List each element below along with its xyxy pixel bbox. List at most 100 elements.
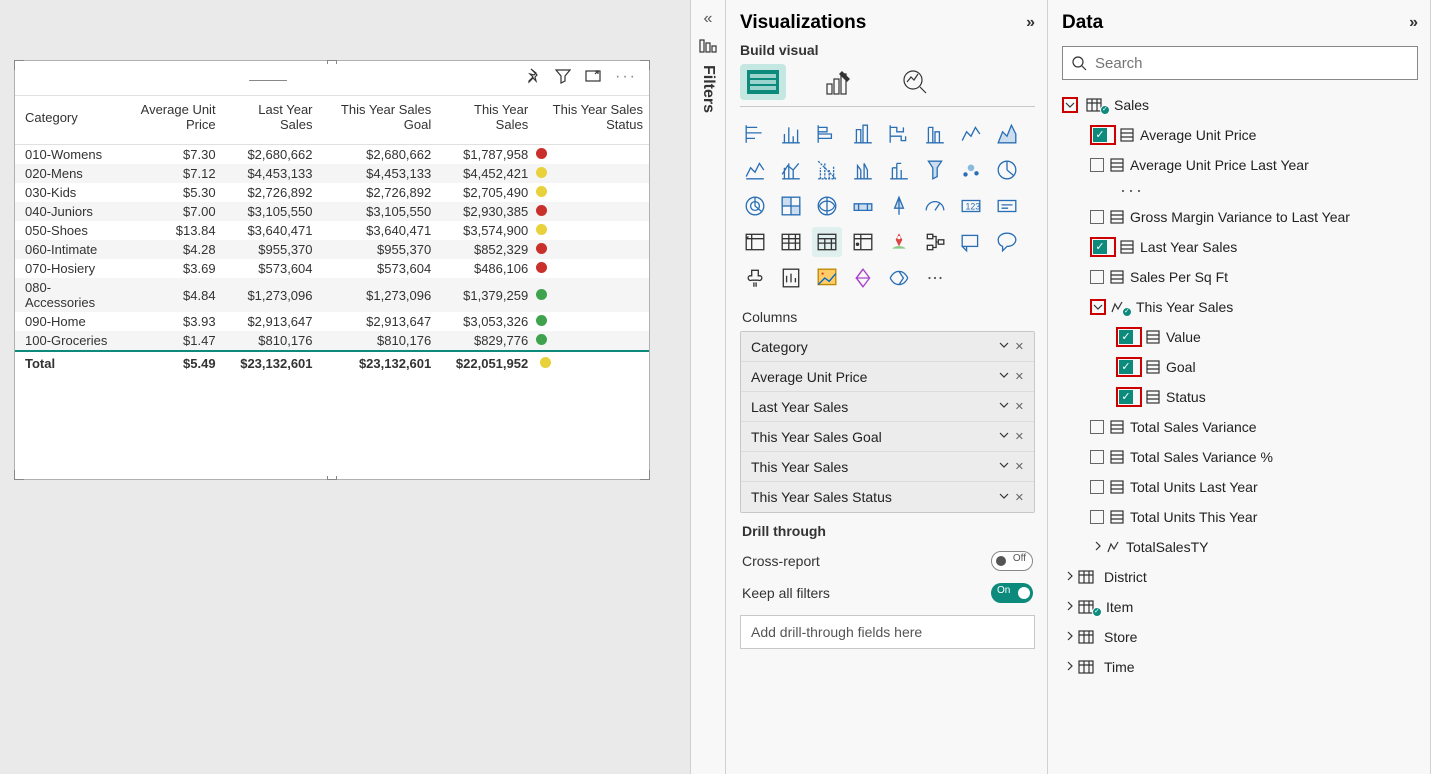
field-node[interactable]: Total Units Last Year — [1062, 472, 1418, 502]
table-row[interactable]: 100-Groceries$1.47$810,176$810,176$829,7… — [15, 331, 649, 351]
table-row[interactable]: 060-Intimate$4.28$955,370$955,370$852,32… — [15, 240, 649, 259]
remove-field-icon[interactable]: ✕ — [1011, 430, 1028, 443]
remove-field-icon[interactable]: ✕ — [1011, 370, 1028, 383]
field-menu-icon[interactable] — [999, 430, 1009, 443]
viz-type-tile[interactable] — [920, 191, 950, 221]
viz-type-tile[interactable] — [776, 119, 806, 149]
field-node[interactable]: Total Sales Variance % — [1062, 442, 1418, 472]
viz-type-tile[interactable]: 123 — [956, 191, 986, 221]
focus-mode-icon[interactable] — [585, 68, 601, 89]
resize-handle-top[interactable] — [327, 60, 337, 64]
viz-type-tile[interactable] — [956, 155, 986, 185]
viz-type-tile[interactable] — [776, 191, 806, 221]
viz-type-tile[interactable] — [884, 119, 914, 149]
data-search-input[interactable] — [1093, 54, 1409, 73]
field-checkbox[interactable] — [1090, 510, 1104, 524]
filter-icon[interactable] — [555, 68, 571, 89]
expand-icon[interactable] — [1062, 661, 1078, 674]
field-checkbox[interactable] — [1090, 158, 1104, 172]
field-pill[interactable]: This Year Sales✕ — [741, 452, 1034, 482]
viz-type-tile[interactable] — [848, 155, 878, 185]
table-row[interactable]: 020-Mens$7.12$4,453,133$4,453,133$4,452,… — [15, 164, 649, 183]
viz-type-tile[interactable] — [740, 227, 770, 257]
column-header[interactable]: Category — [15, 96, 119, 145]
field-menu-icon[interactable] — [999, 460, 1009, 473]
tab-analytics[interactable] — [892, 64, 938, 100]
viz-type-tile[interactable] — [740, 191, 770, 221]
resize-handle-tr[interactable] — [640, 60, 650, 70]
table-node[interactable]: Time — [1062, 652, 1418, 682]
hierarchy-node[interactable]: This Year Sales — [1062, 292, 1418, 322]
table-node[interactable]: Item — [1062, 592, 1418, 622]
table-row[interactable]: 070-Hosiery$3.69$573,604$573,604$486,106 — [15, 259, 649, 278]
viz-type-tile[interactable] — [812, 155, 842, 185]
cross-report-toggle[interactable]: Off — [991, 551, 1033, 571]
remove-field-icon[interactable]: ✕ — [1011, 460, 1028, 473]
viz-type-tile[interactable] — [956, 119, 986, 149]
field-node[interactable]: Total Units This Year — [1062, 502, 1418, 532]
table-node[interactable]: Store — [1062, 622, 1418, 652]
table-row[interactable]: 010-Womens$7.30$2,680,662$2,680,662$1,78… — [15, 145, 649, 165]
remove-field-icon[interactable]: ✕ — [1011, 491, 1028, 504]
field-menu-icon[interactable] — [999, 491, 1009, 504]
drag-handle-icon[interactable]: ⸻ — [15, 66, 525, 90]
viz-type-tile[interactable] — [812, 263, 842, 293]
expand-filters-icon[interactable]: « — [691, 0, 725, 38]
viz-type-tile[interactable] — [884, 155, 914, 185]
collapse-viz-icon[interactable]: » — [1026, 14, 1035, 32]
columns-field-well[interactable]: Category✕Average Unit Price✕Last Year Sa… — [740, 331, 1035, 513]
field-pill[interactable]: Last Year Sales✕ — [741, 392, 1034, 422]
remove-field-icon[interactable]: ✕ — [1011, 340, 1028, 353]
field-checkbox[interactable] — [1090, 450, 1104, 464]
table-node-sales[interactable]: Sales — [1062, 90, 1418, 120]
viz-type-tile[interactable] — [920, 155, 950, 185]
field-pill[interactable]: This Year Sales Status✕ — [741, 482, 1034, 512]
viz-type-tile[interactable] — [884, 263, 914, 293]
viz-type-tile[interactable] — [920, 227, 950, 257]
field-pill[interactable]: Average Unit Price✕ — [741, 362, 1034, 392]
field-node[interactable]: Gross Margin Variance to Last Year — [1062, 202, 1418, 232]
pin-icon[interactable] — [525, 68, 541, 89]
viz-type-tile[interactable] — [848, 227, 878, 257]
field-node[interactable]: Average Unit Price Last Year — [1062, 150, 1418, 180]
viz-type-tile[interactable] — [740, 155, 770, 185]
table-row[interactable]: 080-Accessories$4.84$1,273,096$1,273,096… — [15, 278, 649, 312]
remove-field-icon[interactable]: ✕ — [1011, 400, 1028, 413]
field-menu-icon[interactable] — [999, 400, 1009, 413]
table-visual-frame[interactable]: ⸻ ··· CategoryAverage Unit PriceLast Yea… — [14, 60, 650, 480]
field-checkbox[interactable] — [1090, 270, 1104, 284]
measure-node[interactable]: TotalSalesTY — [1062, 532, 1418, 562]
expand-icon[interactable] — [1090, 541, 1106, 554]
more-fields-icon[interactable]: ··· — [1062, 180, 1418, 202]
more-options-icon[interactable]: ··· — [615, 68, 637, 89]
resize-handle-bl[interactable] — [14, 470, 24, 480]
viz-type-tile[interactable] — [812, 191, 842, 221]
viz-type-tile[interactable] — [740, 119, 770, 149]
viz-type-tile[interactable] — [992, 155, 1022, 185]
viz-type-tile[interactable] — [776, 263, 806, 293]
expand-icon[interactable] — [1062, 571, 1078, 584]
field-checkbox[interactable] — [1090, 420, 1104, 434]
viz-type-tile[interactable] — [776, 155, 806, 185]
column-header[interactable]: This Year Sales — [437, 96, 534, 145]
field-checkbox[interactable] — [1119, 330, 1133, 344]
resize-handle-tl[interactable] — [14, 60, 24, 70]
collapse-data-icon[interactable]: » — [1409, 14, 1418, 32]
column-header[interactable]: This Year Sales Goal — [319, 96, 438, 145]
viz-type-tile[interactable] — [956, 227, 986, 257]
table-row[interactable]: 050-Shoes$13.84$3,640,471$3,640,471$3,57… — [15, 221, 649, 240]
viz-type-tile[interactable] — [848, 263, 878, 293]
field-checkbox[interactable] — [1093, 240, 1107, 254]
table-node[interactable]: District — [1062, 562, 1418, 592]
field-menu-icon[interactable] — [999, 340, 1009, 353]
viz-type-tile[interactable] — [812, 119, 842, 149]
resize-handle-br[interactable] — [640, 470, 650, 480]
field-node[interactable]: Value — [1062, 322, 1418, 352]
field-checkbox[interactable] — [1119, 360, 1133, 374]
viz-type-tile[interactable] — [812, 227, 842, 257]
field-node[interactable]: Total Sales Variance — [1062, 412, 1418, 442]
viz-type-tile[interactable] — [848, 119, 878, 149]
filters-pane-collapsed[interactable]: « Filters — [690, 0, 726, 774]
column-header[interactable]: Average Unit Price — [119, 96, 221, 145]
tab-format-visual[interactable] — [816, 64, 862, 100]
